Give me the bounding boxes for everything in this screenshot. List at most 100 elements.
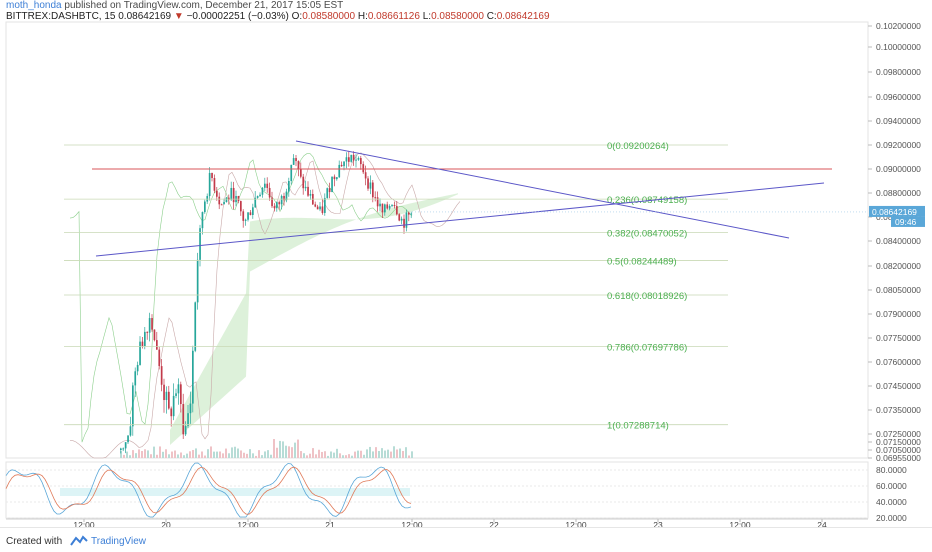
volume-bar xyxy=(351,455,353,458)
candle-body xyxy=(324,197,326,213)
candle-body xyxy=(357,158,360,160)
candle-body xyxy=(316,206,319,210)
candle-body xyxy=(343,161,345,167)
candle-body xyxy=(129,426,132,436)
candle-body xyxy=(374,197,377,199)
candle-body xyxy=(264,183,266,188)
candle-body xyxy=(360,158,362,165)
candle-body xyxy=(177,384,180,394)
volume-bar xyxy=(141,451,143,458)
indicator-tick-label: 60.0000 xyxy=(876,481,907,491)
volume-bar xyxy=(384,450,386,458)
fib-level-label: 0.618(0.08018926) xyxy=(607,291,687,302)
volume-bar xyxy=(321,451,323,458)
candle-body xyxy=(175,393,177,396)
tradingview-logo-icon[interactable] xyxy=(70,534,88,552)
volume-bar xyxy=(363,454,365,458)
last-price: 0.08642169 xyxy=(118,11,172,22)
open-label: O: xyxy=(291,11,303,22)
volume-bar xyxy=(132,450,134,458)
candle-body xyxy=(180,384,182,405)
fib-level-label: 0.382(0.08470052) xyxy=(607,229,687,240)
volume-bar xyxy=(279,440,281,458)
candle-body xyxy=(211,172,213,179)
candle-body xyxy=(386,204,389,209)
candle-body xyxy=(165,391,168,401)
author-username[interactable]: moth_honda xyxy=(6,0,62,11)
candle-body xyxy=(182,404,185,435)
candle-body xyxy=(151,318,153,330)
fib-level-label: 0(0.09200264) xyxy=(607,141,669,152)
candle-body xyxy=(256,196,259,198)
candle-body xyxy=(391,205,393,207)
volume-bar xyxy=(366,449,368,458)
volume-bar xyxy=(378,451,380,458)
candle-body xyxy=(400,218,403,221)
volume-bar xyxy=(156,454,158,458)
volume-bar xyxy=(303,453,305,458)
volume-bar xyxy=(357,450,359,458)
volume-bar xyxy=(219,451,221,458)
volume-bar xyxy=(195,448,197,458)
volume-bar xyxy=(123,454,125,458)
volume-bar xyxy=(258,450,260,458)
symbol-label: BITTREX:DASHBTC, 15 xyxy=(6,11,116,22)
volume-bar xyxy=(288,446,290,458)
price-tick-label: 0.09200000 xyxy=(876,140,921,150)
price-tick-label: 0.07900000 xyxy=(876,309,921,319)
price-tick-label: 0.08200000 xyxy=(876,261,921,271)
candle-body xyxy=(136,364,139,372)
volume-bar xyxy=(396,449,398,458)
volume-bar xyxy=(324,451,326,458)
volume-bar xyxy=(267,450,269,458)
tradingview-brand[interactable]: TradingView xyxy=(91,536,147,547)
stoch-d-line xyxy=(5,466,412,515)
volume-bar xyxy=(150,454,152,458)
candle-body xyxy=(285,191,288,201)
time-tick-label: 24 xyxy=(817,520,827,527)
time-tick-label: 12:00 xyxy=(565,520,587,527)
volume-bar xyxy=(318,449,320,458)
candle-body xyxy=(336,177,338,180)
candle-body xyxy=(350,154,353,162)
price-change: −0.00002251 (−0.03%) xyxy=(186,11,289,22)
candle-body xyxy=(139,341,141,365)
candle-body xyxy=(393,205,396,207)
volume-bar xyxy=(183,455,185,458)
volume-bar xyxy=(213,451,215,458)
price-tick-label: 0.07050000 xyxy=(876,445,921,455)
ohlc-legend: BITTREX:DASHBTC, 15 0.08642169 ▼ −0.0000… xyxy=(6,11,550,22)
volume-bar xyxy=(327,455,329,458)
volume-bar xyxy=(159,446,161,458)
candle-body xyxy=(398,214,401,221)
volume-bar xyxy=(411,451,413,458)
volume-bar xyxy=(165,449,167,458)
candle-body xyxy=(276,202,278,209)
volume-bar xyxy=(216,451,218,458)
stoch-band xyxy=(60,488,410,496)
candle-body xyxy=(122,448,125,450)
candle-body xyxy=(410,213,413,215)
candle-body xyxy=(223,201,225,205)
candle-body xyxy=(280,195,283,205)
candle-body xyxy=(213,178,216,191)
volume-bar xyxy=(270,454,272,458)
candle-body xyxy=(290,164,293,181)
volume-bar xyxy=(186,453,188,458)
candle-body xyxy=(379,203,381,207)
volume-bar xyxy=(174,450,176,458)
candle-body xyxy=(338,164,341,178)
time-tick-label: 12:00 xyxy=(73,520,95,527)
candle-body xyxy=(141,341,144,347)
volume-bar xyxy=(189,451,191,458)
candle-body xyxy=(168,391,170,409)
candle-body xyxy=(266,183,269,188)
candle-body xyxy=(201,212,204,229)
chart-canvas[interactable]: 0.10200000 0.10000000 0.09800000 0.09600000… xyxy=(0,0,932,527)
volume-bar xyxy=(207,449,209,458)
candle-body xyxy=(232,187,235,203)
volume-bar xyxy=(282,441,284,458)
candle-body xyxy=(362,164,365,173)
volume-bar xyxy=(297,439,299,458)
volume-bar xyxy=(153,446,155,458)
